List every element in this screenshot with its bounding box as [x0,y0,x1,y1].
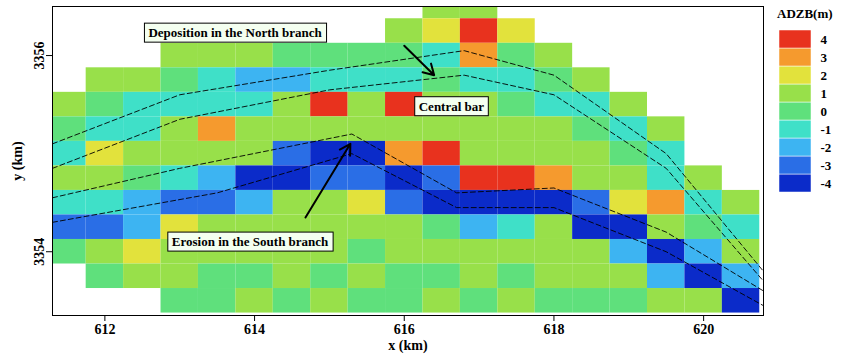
html-text:ADZB(m): ADZB(m) [777,6,833,21]
svg-text:-4: -4 [821,176,832,191]
svg-text:-3: -3 [821,158,832,173]
svg-text:0: 0 [821,104,828,119]
svg-text:-2: -2 [821,140,832,155]
svg-text:Central bar: Central bar [419,99,485,114]
svg-text:616: 616 [394,322,415,337]
svg-text:Erosion in the South branch: Erosion in the South branch [172,234,329,249]
svg-text:612: 612 [94,322,115,337]
svg-text:3356: 3356 [32,42,47,70]
svg-text:-1: -1 [821,122,832,137]
svg-text:614: 614 [244,322,265,337]
svg-text:618: 618 [543,322,564,337]
svg-text:y (km): y (km) [10,141,26,181]
svg-text:x (km): x (km) [388,338,428,354]
svg-text:3354: 3354 [32,238,47,266]
svg-text:3: 3 [821,50,828,65]
svg-text:2: 2 [821,68,828,83]
svg-text:4: 4 [821,32,828,47]
svg-text:Deposition in the North branch: Deposition in the North branch [148,25,322,40]
svg-text:620: 620 [693,322,714,337]
svg-text:1: 1 [821,86,828,101]
